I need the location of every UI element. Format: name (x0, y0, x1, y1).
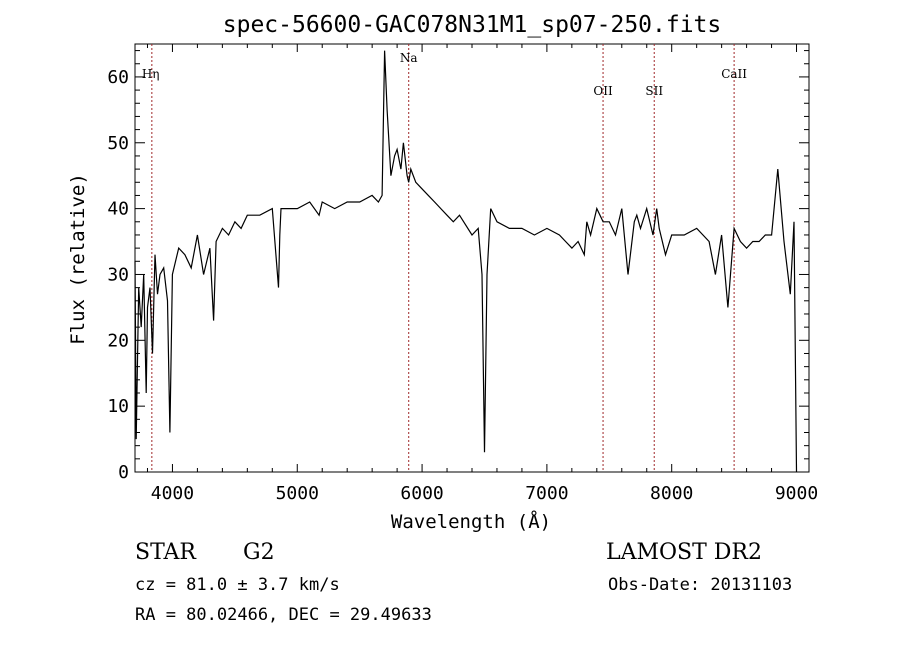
y-tick-label: 20 (107, 330, 129, 351)
spectral-line-label: Hη (142, 67, 160, 81)
x-tick-label: 7000 (525, 483, 568, 504)
spectrum-line (134, 50, 798, 473)
coordinates-text: RA = 80.02466, DEC = 29.49633 (135, 605, 432, 625)
axis-ticks: 4000 5000 6000 7000 8000 9000 0 10 20 30 40 50 60 (107, 44, 818, 504)
x-tick-label: 4000 (151, 483, 194, 504)
chart-title: spec-56600-GAC078N31M1_sp07-250.fits (223, 12, 722, 38)
y-tick-label: 40 (107, 199, 129, 220)
x-axis-label: Wavelength (Å) (391, 510, 551, 533)
y-tick-label: 60 (107, 67, 129, 88)
spectral-line-label: CaII (721, 67, 747, 81)
x-tick-label: 6000 (400, 483, 443, 504)
y-tick-label: 0 (118, 462, 129, 483)
object-class: STAR (135, 540, 197, 565)
spectral-line-label: Na (400, 51, 418, 65)
x-tick-label: 9000 (775, 483, 818, 504)
x-tick-label: 8000 (650, 483, 693, 504)
survey-label: LAMOST DR2 (606, 540, 762, 565)
spectral-line-label: OII (593, 84, 613, 98)
y-tick-label: 30 (107, 264, 129, 285)
spectral-lines: Hη Na OII SII CaII (142, 44, 747, 472)
x-tick-label: 5000 (276, 483, 319, 504)
y-tick-label: 50 (107, 133, 129, 154)
y-tick-label: 10 (107, 396, 129, 417)
plot-frame (134, 43, 810, 473)
y-axis-label: Flux (relative) (67, 173, 89, 345)
obs-date: Obs-Date: 20131103 (608, 575, 792, 595)
redshift-text: cz = 81.0 ± 3.7 km/s (135, 575, 340, 595)
spectral-line-label: SII (645, 84, 663, 98)
object-subclass: G2 (243, 540, 275, 565)
